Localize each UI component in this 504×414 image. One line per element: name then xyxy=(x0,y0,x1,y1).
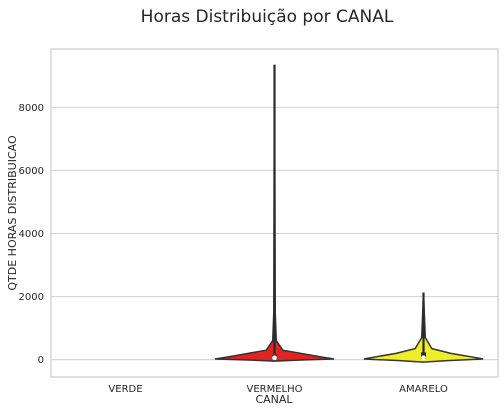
x-axis-label: CANAL xyxy=(255,393,293,406)
y-tick-label: 0 xyxy=(38,355,44,366)
x-tick-label: VERDE xyxy=(108,384,142,395)
y-axis-label: QTDE HORAS DISTRIBUICAO xyxy=(6,135,19,291)
y-tick-label: 4000 xyxy=(19,229,44,240)
x-tick-label: AMARELO xyxy=(399,384,448,395)
violin-plot-area xyxy=(215,65,483,362)
chart-title: Horas Distribuição por CANAL xyxy=(141,7,394,27)
y-tick-label: 8000 xyxy=(19,103,44,114)
violin-vermelho xyxy=(215,65,334,361)
y-tick-label: 6000 xyxy=(19,166,44,177)
violin-median xyxy=(421,355,426,360)
y-tick-label: 2000 xyxy=(19,292,44,303)
violin-median xyxy=(272,355,277,360)
violin-amarelo xyxy=(364,292,483,362)
